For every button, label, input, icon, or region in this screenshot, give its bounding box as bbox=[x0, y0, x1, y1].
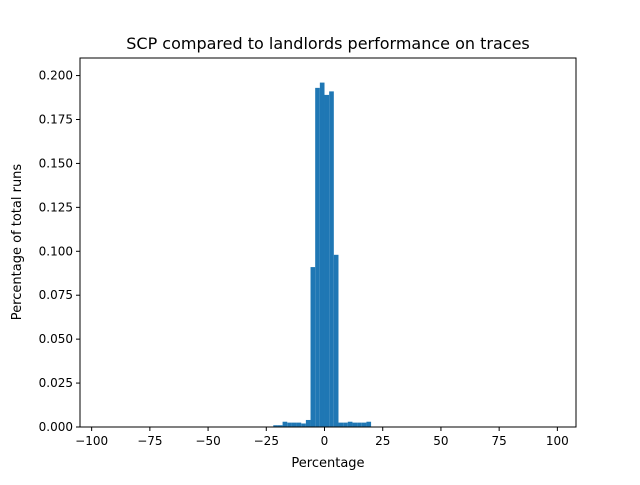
x-tick-label: −50 bbox=[195, 434, 220, 448]
histogram-bar bbox=[315, 87, 320, 428]
histogram-bar bbox=[338, 422, 344, 427]
y-axis-ticks: 0.000 0.025 0.050 0.075 0.100 0.125 0.150 0.175… bbox=[39, 69, 80, 434]
y-tick-label: 0.075 bbox=[39, 288, 73, 302]
histogram-bar bbox=[305, 419, 311, 427]
histogram-bar bbox=[366, 421, 372, 427]
histogram-bar bbox=[357, 422, 362, 427]
y-tick-label: 0.050 bbox=[39, 332, 73, 346]
histogram-bar bbox=[296, 422, 302, 427]
x-tick-label: 50 bbox=[433, 434, 448, 448]
y-tick-label: 0.025 bbox=[39, 376, 73, 390]
y-tick-label: 0.175 bbox=[39, 113, 73, 127]
y-tick-label: 0.200 bbox=[39, 69, 73, 83]
x-tick-label: 25 bbox=[375, 434, 390, 448]
bars-group bbox=[273, 82, 372, 428]
histogram-bar bbox=[291, 422, 297, 427]
histogram-bar bbox=[324, 94, 330, 428]
x-axis-label: Percentage bbox=[291, 456, 364, 471]
y-tick-label: 0.000 bbox=[39, 420, 73, 434]
histogram-bar bbox=[347, 421, 353, 427]
histogram-bar bbox=[287, 422, 292, 427]
x-tick-label: −75 bbox=[137, 434, 162, 448]
y-tick-label: 0.125 bbox=[39, 200, 73, 214]
histogram-bar bbox=[319, 82, 325, 427]
x-tick-label: −25 bbox=[254, 434, 279, 448]
histogram-bar bbox=[301, 423, 306, 427]
x-tick-label: −100 bbox=[75, 434, 108, 448]
x-tick-label: 100 bbox=[546, 434, 569, 448]
histogram-bar bbox=[273, 425, 278, 427]
histogram-bar bbox=[352, 422, 358, 427]
y-tick-label: 0.100 bbox=[39, 244, 73, 258]
histogram-bar bbox=[343, 422, 348, 427]
plot-frame bbox=[79, 57, 577, 428]
x-tick-label: 0 bbox=[321, 434, 329, 448]
histogram-bar bbox=[333, 254, 339, 427]
y-axis-label: Percentage of total runs bbox=[10, 164, 25, 321]
x-tick-label: 75 bbox=[492, 434, 507, 448]
x-axis-ticks: −100 −75 −50 −25 0 25 50 75 100 bbox=[75, 427, 569, 448]
histogram-bar bbox=[282, 421, 288, 427]
histogram-bar bbox=[310, 267, 316, 427]
y-tick-label: 0.150 bbox=[39, 156, 73, 170]
histogram-bar bbox=[277, 425, 283, 427]
histogram-bar bbox=[361, 422, 367, 427]
histogram-bar bbox=[329, 91, 334, 427]
chart-title: SCP compared to landlords performance on… bbox=[126, 34, 530, 53]
